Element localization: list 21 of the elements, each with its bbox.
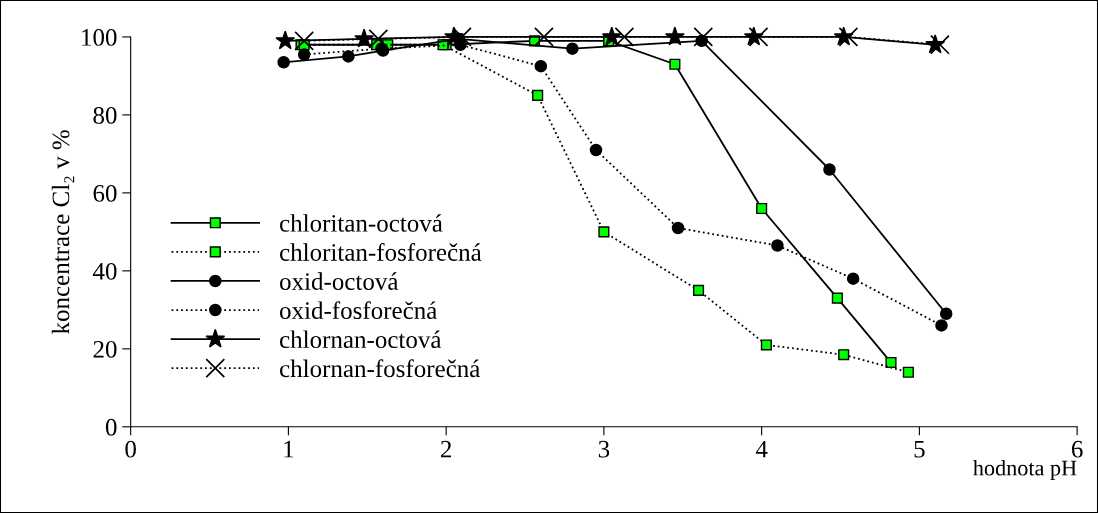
x-tick-label: 2 (441, 440, 452, 458)
x-tick-label: 3 (598, 440, 610, 458)
y-tick-label: 40 (92, 262, 117, 280)
legend-label: chloritan-octová (280, 214, 443, 232)
y-tick-label: 80 (93, 106, 117, 124)
legend-label: oxid-octová (280, 272, 399, 290)
legend-label: chloritan-fosforečná (280, 243, 482, 261)
legend-label: oxid-fosforečná (280, 301, 437, 320)
y-tick-label: 60 (93, 184, 117, 202)
y-tick-label: 20 (93, 340, 117, 358)
x-tick-label: 5 (914, 440, 925, 458)
x-tick-label: 1 (284, 440, 294, 458)
y-tick-label: 100 (82, 28, 117, 46)
y-tick-label: 0 (105, 418, 117, 436)
x-tick-label: 0 (125, 440, 136, 458)
legend-label: chlornan-fosforečná (280, 359, 480, 378)
x-axis-title: hodnota pH (973, 459, 1077, 481)
legend-label: chlornan-octová (280, 330, 442, 349)
y-axis-title: koncentrace Cl₂ v % (51, 130, 75, 334)
x-tick-label: 6 (1071, 440, 1083, 458)
x-tick-label: 4 (755, 440, 768, 458)
